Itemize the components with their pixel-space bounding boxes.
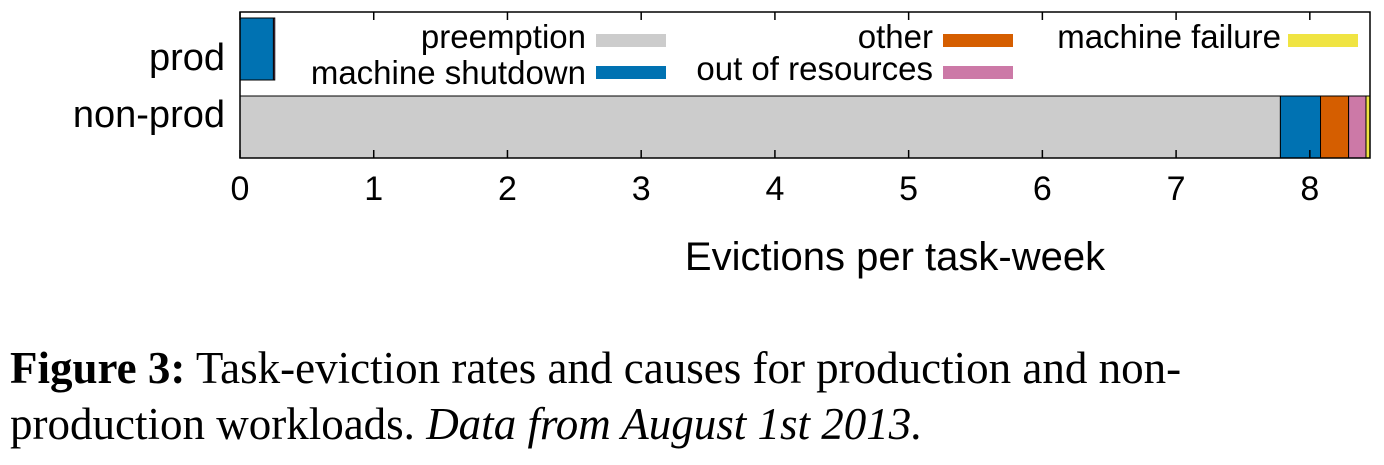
legend-label-out-of-resources: out of resources <box>696 50 933 87</box>
x-axis-label: Evictions per task-week <box>685 235 1106 279</box>
x-tick-label: 7 <box>1167 170 1186 208</box>
bar-non-prod-preemption <box>239 95 1281 159</box>
bar-prod-out-of-resources <box>272 17 276 81</box>
legend-label-preemption: preemption <box>421 18 586 55</box>
legend-label-machine-failure: machine failure <box>1057 18 1281 55</box>
x-tick-label: 8 <box>1300 170 1319 208</box>
x-tick-label: 4 <box>765 170 784 208</box>
legend-swatch-machine-shutdown <box>596 66 666 79</box>
plot-frame <box>239 11 1371 159</box>
legend-swatch-preemption <box>596 34 666 47</box>
legend-swatch-machine-failure <box>1288 34 1358 47</box>
x-tick-label: 1 <box>364 170 383 208</box>
bar-non-prod-out-of-resources <box>1348 95 1367 159</box>
bar-prod-machine-shutdown <box>239 17 274 81</box>
category-label-prod: prod <box>149 37 225 79</box>
legend-swatch-out-of-resources <box>943 66 1013 79</box>
x-tick-label: 2 <box>498 170 517 208</box>
bar-non-prod-machine-shutdown <box>1279 95 1322 159</box>
bar-non-prod-other <box>1320 95 1350 159</box>
figure-caption: Figure 3: Task-eviction rates and causes… <box>10 340 1374 452</box>
category-label-non-prod: non-prod <box>73 94 225 136</box>
caption-label: Figure 3: <box>10 343 186 393</box>
x-tick-label: 3 <box>632 170 651 208</box>
legend-label-other: other <box>858 18 933 55</box>
x-tick-label: 5 <box>899 170 918 208</box>
caption-text: Task-eviction rates and causes for produ… <box>10 343 1182 449</box>
legend-swatch-other <box>943 34 1013 47</box>
legend-label-machine-shutdown: machine shutdown <box>311 54 586 91</box>
category-labels: prod non-prod <box>73 37 225 136</box>
x-ticks: 0 1 2 3 4 5 6 7 8 <box>231 12 1319 208</box>
x-tick-label: 6 <box>1033 170 1052 208</box>
caption-note: Data from August 1st 2013. <box>426 399 923 449</box>
x-tick-label: 0 <box>231 170 250 208</box>
